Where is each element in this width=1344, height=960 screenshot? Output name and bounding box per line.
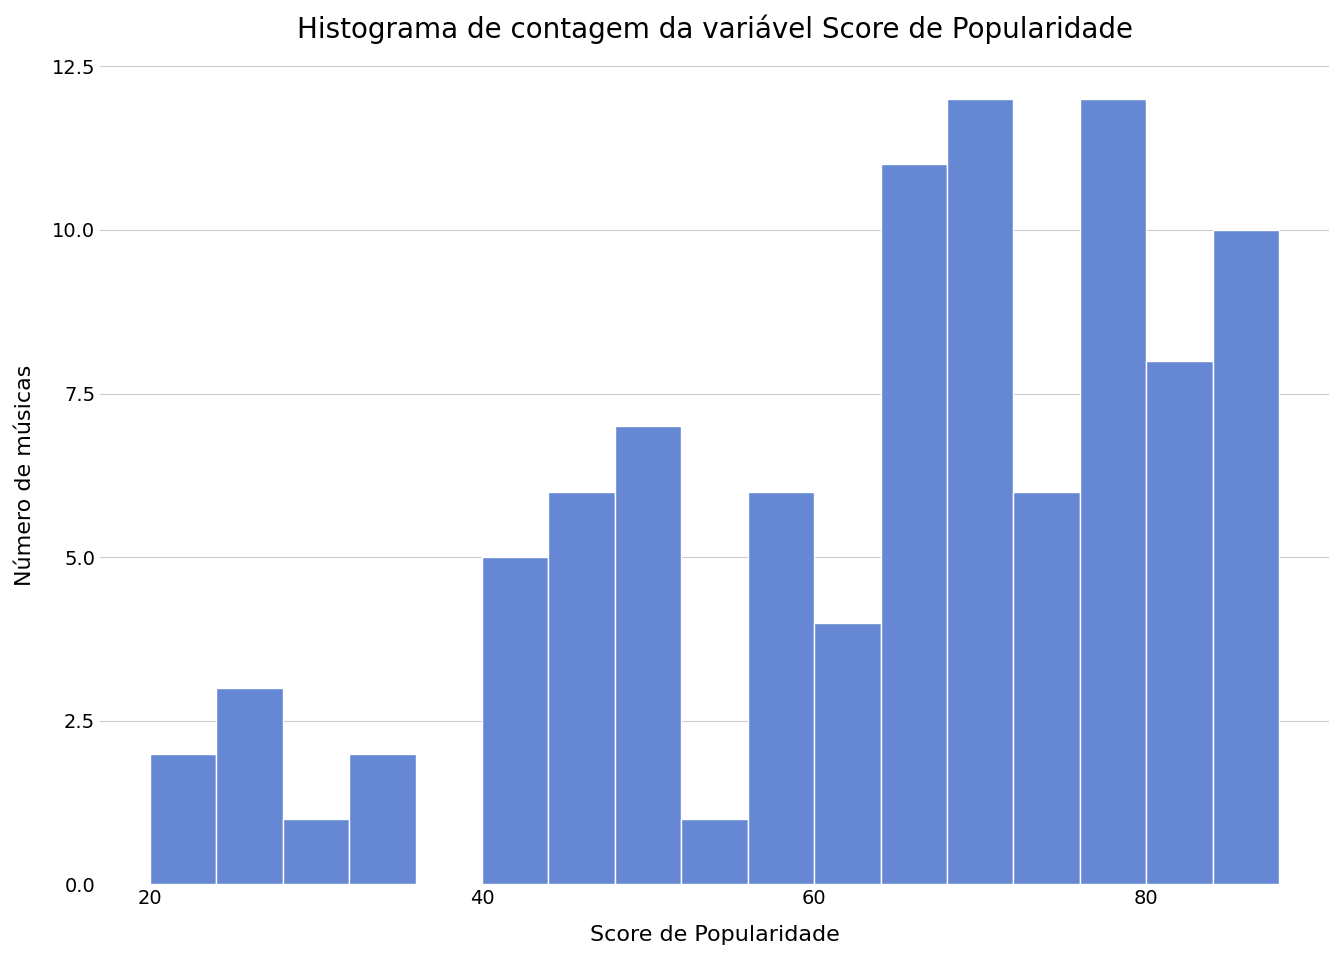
- Bar: [1013, 492, 1079, 884]
- Bar: [349, 754, 415, 884]
- Bar: [149, 754, 216, 884]
- Bar: [216, 688, 282, 884]
- Bar: [747, 492, 814, 884]
- Bar: [1146, 361, 1212, 884]
- Bar: [948, 99, 1013, 884]
- Bar: [880, 164, 948, 884]
- Bar: [282, 819, 349, 884]
- Bar: [1079, 99, 1146, 884]
- X-axis label: Score de Popularidade: Score de Popularidade: [590, 925, 840, 945]
- Y-axis label: Número de músicas: Número de músicas: [15, 365, 35, 586]
- Bar: [548, 492, 614, 884]
- Title: Histograma de contagem da variável Score de Popularidade: Histograma de contagem da variável Score…: [297, 15, 1133, 44]
- Bar: [814, 623, 880, 884]
- Bar: [482, 557, 548, 884]
- Bar: [614, 426, 681, 884]
- Bar: [1212, 229, 1279, 884]
- Bar: [681, 819, 747, 884]
